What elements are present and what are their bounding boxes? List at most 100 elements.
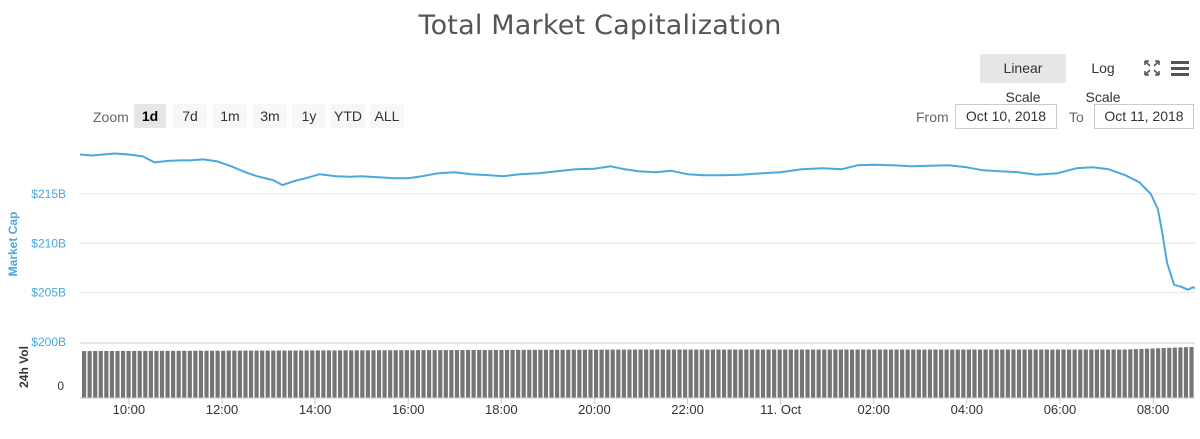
volume-bar [922, 349, 927, 398]
volume-bar [460, 350, 465, 398]
volume-bar [710, 349, 716, 398]
volume-bar [844, 349, 849, 398]
volume-bar [861, 349, 866, 398]
volume-bar [538, 349, 543, 398]
volume-bar [638, 349, 643, 398]
volume-bar [93, 351, 98, 398]
volume-bar [504, 349, 510, 398]
volume-bar [488, 349, 493, 398]
volume-bar [371, 350, 376, 398]
x-tick-label: 12:00 [206, 402, 239, 417]
volume-bar [304, 350, 309, 398]
zoom-ytd-button[interactable]: YTD [331, 104, 365, 128]
volume-bar [766, 349, 771, 398]
volume-bar [872, 349, 877, 398]
to-label: To [1069, 109, 1084, 125]
volume-bar [1072, 349, 1077, 398]
volume-bar [299, 350, 304, 398]
volume-bar [1089, 349, 1094, 398]
volume-bar [543, 349, 549, 398]
volume-bar [215, 350, 220, 398]
volume-bar [465, 350, 471, 398]
zoom-1y-button[interactable]: 1y [292, 104, 326, 128]
linear-scale-button[interactable]: Linear Scale [980, 54, 1066, 105]
volume-bar [148, 350, 153, 398]
volume-bar [482, 349, 487, 398]
market-cap-series [79, 152, 1196, 291]
volume-bar [1083, 349, 1088, 398]
volume-bar [226, 350, 231, 398]
volume-bar [265, 350, 270, 398]
volume-bar [1033, 349, 1038, 398]
volume-bar [666, 349, 671, 398]
volume-bar [577, 349, 582, 398]
volume-bar [788, 349, 793, 398]
chart-title: Total Market Capitalization [418, 10, 782, 41]
fullscreen-icon[interactable] [1142, 58, 1162, 78]
y-tick-label: $215B [31, 187, 66, 201]
volume-bar [516, 349, 521, 398]
volume-bar [1156, 348, 1161, 398]
zoom-3m-button[interactable]: 3m [253, 104, 287, 128]
volume-bar [337, 350, 343, 398]
x-tick-label: 08:00 [1137, 402, 1170, 417]
volume-bar [1028, 349, 1033, 398]
volume-bar [193, 350, 198, 398]
volume-bar [933, 349, 938, 398]
volume-bar [950, 349, 955, 398]
volume-bar [593, 349, 599, 398]
volume-bar [527, 349, 532, 398]
volume-bar [900, 349, 905, 398]
volume-bar [410, 350, 415, 398]
volume-bar [432, 350, 437, 398]
volume-bar [621, 349, 626, 398]
volume-bar [566, 349, 571, 398]
volume-bar [332, 350, 337, 398]
volume-bar [271, 350, 276, 398]
volume-bar [888, 349, 894, 398]
zoom-1m-button[interactable]: 1m [213, 104, 247, 128]
volume-bar [165, 350, 170, 398]
volume-bar [1055, 349, 1061, 398]
volume-bar [849, 349, 855, 398]
volume-bar [1100, 349, 1105, 398]
from-date-input[interactable]: Oct 10, 2018 [955, 104, 1057, 129]
volume-bar [972, 349, 977, 398]
volume-bar [1111, 349, 1116, 398]
volume-bar [727, 349, 732, 398]
volume-bar [126, 350, 131, 398]
zoom-all-button[interactable]: ALL [370, 104, 404, 128]
volume-bar [454, 350, 460, 398]
hamburger-menu-icon[interactable] [1170, 58, 1190, 78]
zoom-1d-button[interactable]: 1d [134, 104, 166, 128]
volume-bar [883, 349, 888, 398]
volume-bar [109, 351, 114, 398]
volume-bar [532, 349, 537, 398]
volume-bar [989, 349, 994, 398]
volume-bar [120, 350, 126, 398]
volume-bar [232, 350, 237, 398]
volume-bar [1011, 349, 1016, 398]
volume-bar [760, 349, 766, 398]
y-tick-label: $200B [31, 335, 66, 349]
volume-bar [143, 350, 148, 398]
x-tick-label: 16:00 [392, 402, 425, 417]
log-scale-button[interactable]: Log Scale [1085, 60, 1121, 105]
zoom-7d-button[interactable]: 7d [173, 104, 207, 128]
volume-bars [82, 347, 1194, 398]
to-date-input[interactable]: Oct 11, 2018 [1094, 104, 1194, 129]
volume-bar [1078, 349, 1083, 398]
volume-bar [738, 349, 743, 398]
volume-bar [783, 349, 788, 398]
volume-bar [521, 349, 526, 398]
volume-bar [382, 350, 387, 398]
volume-bar [605, 349, 610, 398]
volume-bar [705, 349, 710, 398]
volume-bar [777, 349, 782, 398]
grid-layer [80, 193, 1195, 344]
volume-bar [1061, 349, 1066, 398]
volume-bar [627, 349, 632, 398]
volume-bar [994, 349, 999, 398]
volume-bar [1022, 349, 1027, 398]
volume-bar [349, 350, 354, 398]
